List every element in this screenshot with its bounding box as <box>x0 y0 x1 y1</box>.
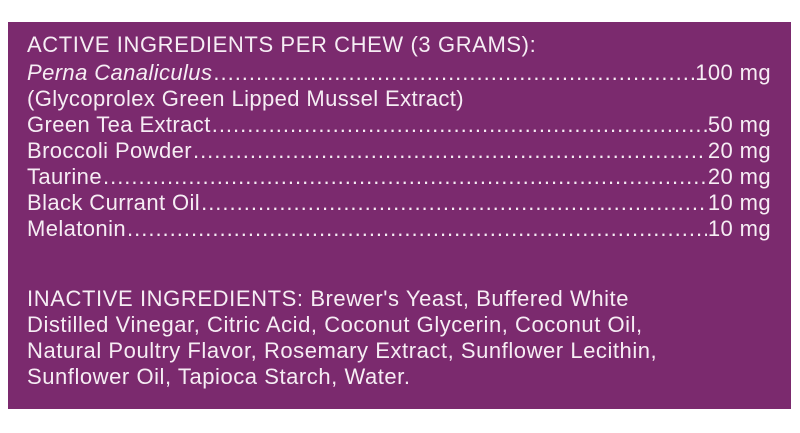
dot-leader <box>103 164 707 190</box>
ingredient-name: Broccoli Powder <box>27 138 192 163</box>
ingredient-amount: 20 mg <box>707 164 771 189</box>
ingredient-row: Green Tea Extract 50 mg <box>27 112 771 138</box>
ingredient-amount: 50 mg <box>707 112 771 137</box>
inactive-line: Natural Poultry Flavor, Rosemary Extract… <box>27 338 658 363</box>
ingredient-row: Melatonin 10 mg <box>27 216 771 242</box>
ingredient-row: Taurine 20 mg <box>27 164 771 190</box>
ingredient-amount: 10 mg <box>707 190 771 215</box>
ingredient-amount: 100 mg <box>695 60 771 85</box>
dot-leader <box>213 60 694 86</box>
dot-leader <box>127 216 707 242</box>
inactive-text: Brewer's Yeast, Buffered White <box>310 286 629 311</box>
ingredient-row: Black Currant Oil 10 mg <box>27 190 771 216</box>
dot-leader <box>212 112 707 138</box>
inactive-line: Sunflower Oil, Tapioca Starch, Water. <box>27 364 411 389</box>
ingredient-name: Taurine <box>27 164 102 189</box>
inactive-ingredients-title: INACTIVE INGREDIENTS: <box>27 286 304 311</box>
dot-leader <box>201 190 707 216</box>
active-ingredients-title: ACTIVE INGREDIENTS PER CHEW (3 GRAMS): <box>27 32 537 57</box>
ingredient-note: (Glycoprolex Green Lipped Mussel Extract… <box>27 86 465 111</box>
inactive-line: Distilled Vinegar, Citric Acid, Coconut … <box>27 312 643 337</box>
ingredient-amount: 20 mg <box>707 138 771 163</box>
inactive-line: INACTIVE INGREDIENTS: Brewer's Yeast, Bu… <box>27 286 771 312</box>
dot-leader <box>193 138 707 164</box>
ingredient-name: Perna Canaliculus <box>27 60 213 85</box>
ingredient-row: Broccoli Powder 20 mg <box>27 138 771 164</box>
ingredient-row: Perna Canaliculus 100 mg <box>27 60 771 86</box>
ingredients-panel: ACTIVE INGREDIENTS PER CHEW (3 GRAMS): P… <box>8 22 791 409</box>
inactive-ingredients: INACTIVE INGREDIENTS: Brewer's Yeast, Bu… <box>27 286 771 390</box>
ingredient-name: Black Currant Oil <box>27 190 201 215</box>
ingredient-name: Green Tea Extract <box>27 112 211 137</box>
ingredient-amount: 10 mg <box>707 216 771 241</box>
ingredient-name: Melatonin <box>27 216 126 241</box>
